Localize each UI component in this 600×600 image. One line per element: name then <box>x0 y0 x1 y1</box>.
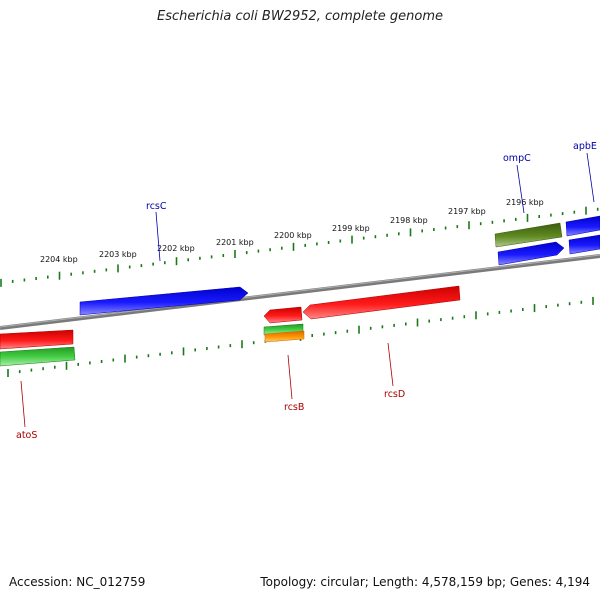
gene-apbE-lower-arrow[interactable] <box>568 234 600 255</box>
gene-rcsD-arrow[interactable] <box>302 285 461 320</box>
genome-backbone <box>0 254 600 330</box>
scale-label: 2202 kbp <box>157 244 195 253</box>
gene-label-rcsC[interactable]: rcsC <box>146 201 167 212</box>
genome-backbone-highlight <box>0 254 600 328</box>
rcsD-leader-line <box>387 342 394 387</box>
scale-label: 2203 kbp <box>99 250 137 259</box>
atoS-leader-line <box>20 380 26 428</box>
gene-atoS-red-block[interactable] <box>0 329 74 350</box>
scale-label: 2199 kbp <box>332 224 370 233</box>
scale-label: 2201 kbp <box>216 238 254 247</box>
gene-ompC-arrow[interactable] <box>494 222 563 248</box>
gene-ompC-blue-arrow[interactable] <box>497 241 565 266</box>
scale-label: 2200 kbp <box>274 231 312 240</box>
scale-label: 2197 kbp <box>448 207 486 216</box>
apbE-leader-line <box>586 152 595 203</box>
inner-tick-track <box>7 296 594 377</box>
rcsC-leader-line <box>155 211 161 262</box>
gene-label-rcsB[interactable]: rcsB <box>284 402 304 413</box>
gene-label-rcsD[interactable]: rcsD <box>384 389 405 400</box>
gene-label-atoS[interactable]: atoS <box>16 430 37 441</box>
scale-labels: 2204 kbp 2203 kbp 2202 kbp 2201 kbp 2200… <box>40 198 544 264</box>
gene-apbE-arrow[interactable] <box>565 215 600 237</box>
gene-rcsB-orange-block[interactable] <box>264 330 305 343</box>
gene-rcsC-arrow[interactable] <box>79 286 249 316</box>
gene-rcsB-red-arrow[interactable] <box>263 306 303 324</box>
accession-text: Accession: NC_012759 <box>9 575 146 589</box>
scale-label: 2198 kbp <box>390 216 428 225</box>
scale-label: 2196 kbp <box>506 198 544 207</box>
gene-label-apbE[interactable]: apbE <box>573 141 597 152</box>
scale-label: 2204 kbp <box>40 255 78 264</box>
gene-label-ompC[interactable]: ompC <box>503 153 531 164</box>
map-title: Escherichia coli BW2952, complete genome <box>157 9 443 24</box>
ompC-leader-line <box>516 164 525 214</box>
genome-summary-text: Topology: circular; Length: 4,578,159 bp… <box>260 575 590 589</box>
rcsB-leader-line <box>287 354 293 400</box>
gene-atoS-arrow[interactable] <box>0 346 76 367</box>
outer-tick-track <box>0 206 599 287</box>
